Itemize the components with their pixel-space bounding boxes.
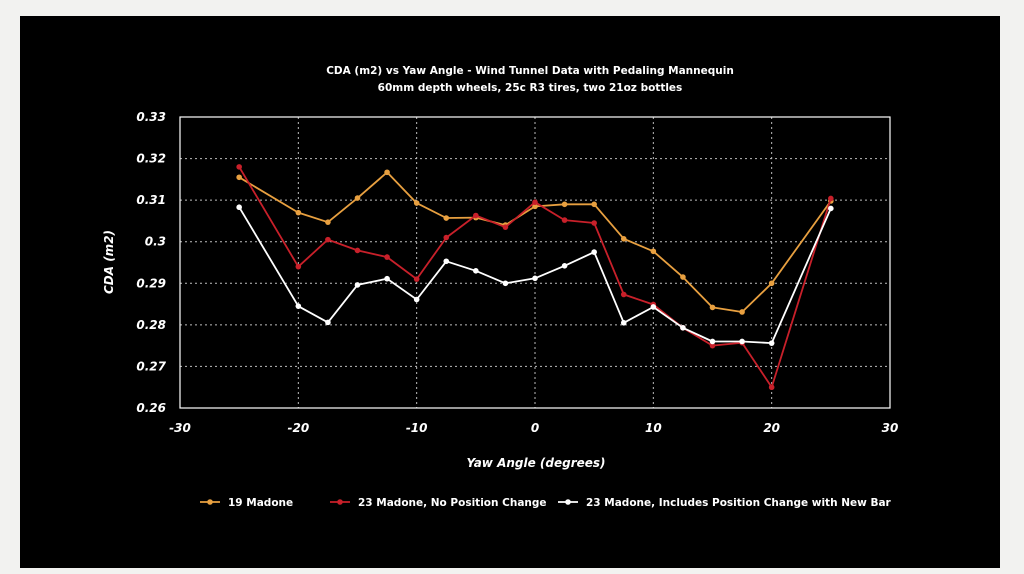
data-point xyxy=(828,195,834,202)
data-point xyxy=(502,224,509,230)
x-tick-labels: -30 -20 -10 0 10 20 30 xyxy=(169,421,898,435)
x-tick-label: 20 xyxy=(763,421,780,435)
data-point xyxy=(709,338,716,345)
data-point xyxy=(295,209,302,216)
data-point xyxy=(473,268,479,274)
legend-marker xyxy=(207,499,213,505)
data-point xyxy=(413,276,420,282)
data-point xyxy=(591,220,597,226)
data-point xyxy=(384,254,390,260)
data-point xyxy=(443,258,450,265)
y-axis-label: CDA (m2) xyxy=(102,230,116,294)
data-point xyxy=(413,296,420,303)
data-point xyxy=(443,215,450,221)
data-point xyxy=(236,164,242,170)
data-point xyxy=(354,247,361,254)
x-tick-label: -20 xyxy=(287,421,309,435)
y-tick-label: 0.33 xyxy=(136,110,166,124)
data-point xyxy=(561,263,568,269)
data-point xyxy=(768,340,775,346)
data-point xyxy=(354,195,361,201)
data-point xyxy=(620,236,627,242)
chart-subtitle: 60mm depth wheels, 25c R3 tires, two 21o… xyxy=(378,82,683,94)
data-point xyxy=(325,236,331,243)
y-tick-label: 0.28 xyxy=(136,318,166,332)
x-axis-label: Yaw Angle (degrees) xyxy=(466,456,605,470)
data-point xyxy=(384,275,390,282)
y-tick-label: 0.26 xyxy=(136,401,166,415)
data-point xyxy=(591,249,597,255)
y-tick-label: 0.32 xyxy=(136,152,166,166)
data-point xyxy=(295,263,302,270)
x-tick-label: 30 xyxy=(882,421,899,435)
x-tick-label: -10 xyxy=(406,421,428,435)
data-point xyxy=(709,304,716,311)
data-point xyxy=(768,384,775,391)
data-point xyxy=(532,275,538,282)
x-tick-label: 10 xyxy=(645,421,662,435)
data-point xyxy=(739,338,745,345)
data-point xyxy=(473,212,479,219)
data-point xyxy=(295,303,302,309)
data-point xyxy=(561,201,568,208)
y-tick-label: 0.3 xyxy=(145,235,166,249)
data-point xyxy=(620,291,627,298)
data-point xyxy=(532,199,538,206)
data-point xyxy=(325,319,331,326)
y-tick-labels: 0.33 0.32 0.31 0.3 0.29 0.28 0.27 0.26 xyxy=(136,110,166,415)
data-point xyxy=(739,309,745,315)
data-point xyxy=(650,248,657,255)
legend-marker xyxy=(337,499,343,505)
data-point xyxy=(828,205,834,212)
y-tick-label: 0.31 xyxy=(136,193,166,207)
data-point xyxy=(236,204,242,211)
data-point xyxy=(236,174,242,181)
data-point xyxy=(709,342,716,349)
plot-frame xyxy=(179,116,891,409)
legend-label: 19 Madone xyxy=(228,497,293,509)
y-tick-label: 0.27 xyxy=(136,359,166,373)
grid-lines xyxy=(180,117,890,408)
legend-label: 23 Madone, No Position Change xyxy=(358,497,547,509)
y-tick-label: 0.29 xyxy=(136,276,166,290)
data-point xyxy=(384,169,390,176)
data-point xyxy=(680,274,686,280)
legend-marker xyxy=(565,499,571,505)
data-point xyxy=(561,217,568,223)
data-point xyxy=(591,201,597,208)
chart-title: CDA (m2) vs Yaw Angle - Wind Tunnel Data… xyxy=(326,65,734,77)
data-point xyxy=(680,324,686,331)
data-point xyxy=(354,282,361,288)
data-point xyxy=(768,280,775,287)
x-tick-label: -30 xyxy=(169,421,191,435)
data-point xyxy=(413,200,420,206)
legend-label: 23 Madone, Includes Position Change with… xyxy=(586,497,892,509)
data-point xyxy=(443,234,450,241)
legend: 19 Madone 23 Madone, No Position Change 23… xyxy=(200,497,892,509)
data-point xyxy=(325,219,331,225)
data-point xyxy=(650,304,657,310)
data-point xyxy=(532,203,538,210)
data-point xyxy=(620,319,627,326)
x-tick-label: 0 xyxy=(531,421,539,435)
series-group xyxy=(236,164,834,391)
data-point xyxy=(502,280,509,287)
chart-panel xyxy=(20,16,1000,568)
